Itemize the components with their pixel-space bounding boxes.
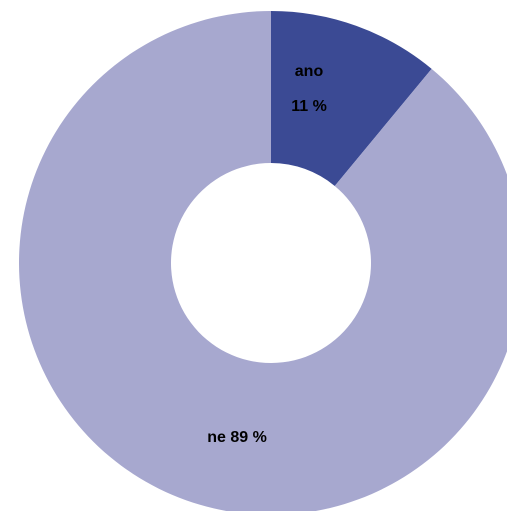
slice-label: ne 89 % <box>207 429 267 446</box>
slice-label: ano 11 % <box>291 63 327 115</box>
donut-slice <box>19 11 507 511</box>
slice-value-label: 89 % <box>230 429 266 446</box>
slice-category: ne <box>207 429 226 446</box>
slice-category: ano <box>295 63 324 80</box>
slice-labels: ano 11 % ne 89 % <box>207 63 327 446</box>
donut <box>19 11 507 511</box>
donut-slice <box>271 11 432 186</box>
slice-value-label: 11 % <box>291 98 327 115</box>
